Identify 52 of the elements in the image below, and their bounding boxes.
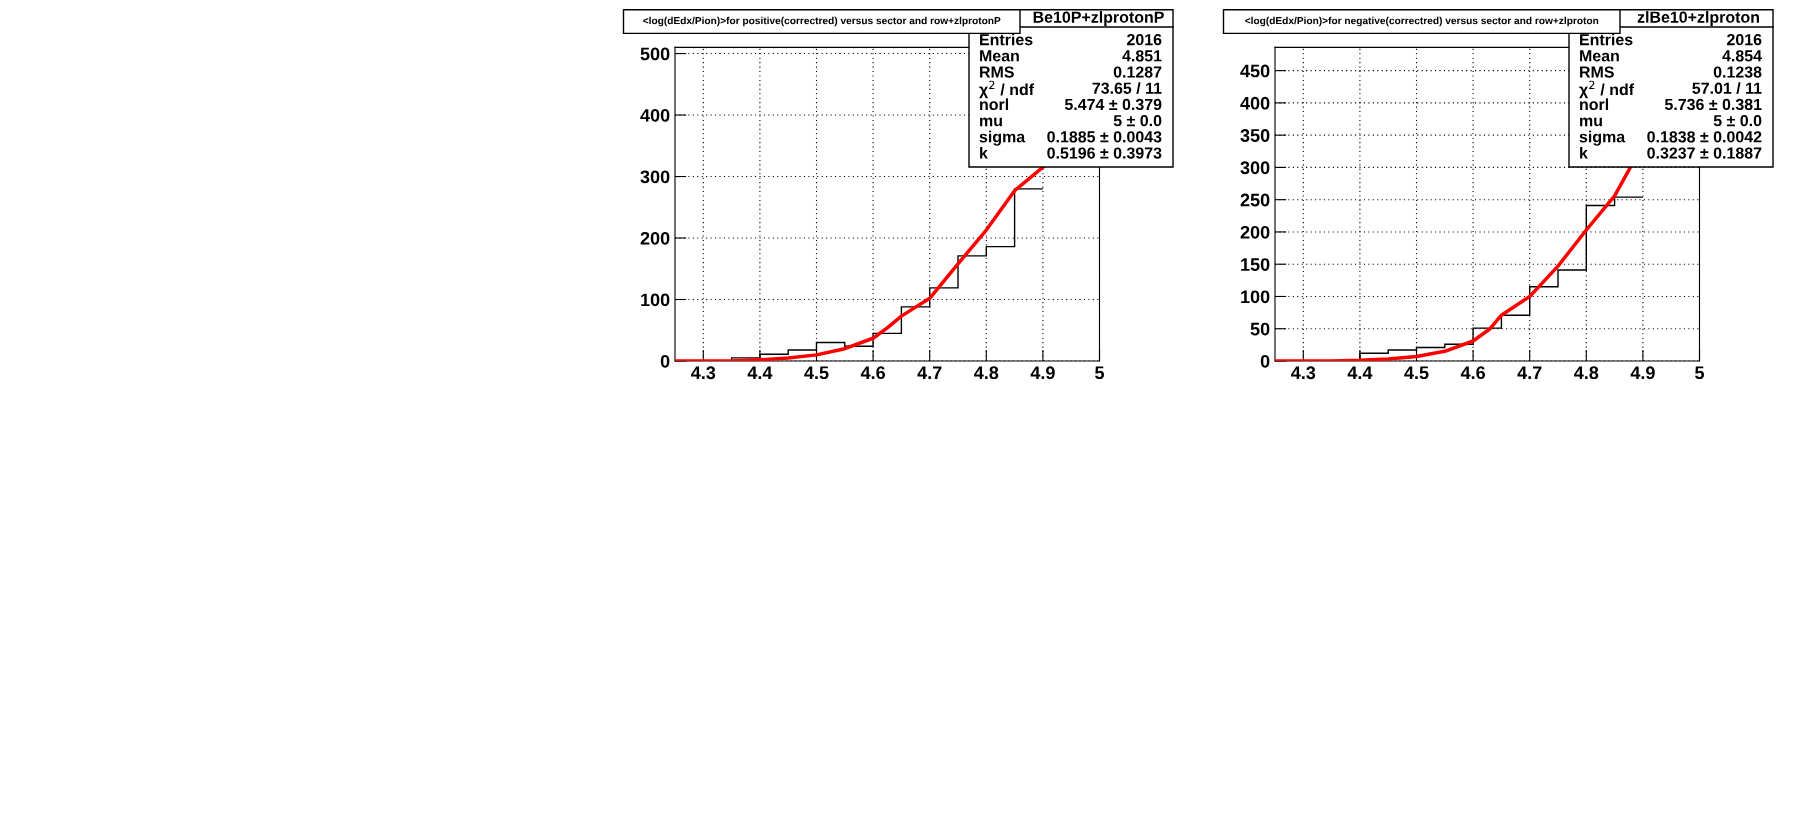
text: Be10P+zlprotonP [1033,11,1164,26]
y-tick-label: 400 [640,108,670,122]
text: sigma 0.1838 ± 0.0042 [1579,130,1762,146]
text: sigma 0.1885 ± 0.0043 [979,130,1162,146]
y-tick-label: 0 [660,354,670,368]
y-tick-label: 100 [1241,290,1270,304]
x-tick-label: 4.4 [1347,366,1373,379]
y-tick-label: 400 [1240,96,1270,110]
text: χ$^{2}$ / ndf 73.65 / 11 [979,80,1162,99]
x-tick-label: 4.5 [1404,366,1429,380]
x-tick-label: 4.9 [1030,366,1055,380]
text: mu 5 ± 0.0 [980,114,1162,127]
text: χ$^{2}$ / ndf 57.01 / 11 [1579,80,1762,99]
text: RMS 0.1238 [1580,66,1762,78]
y-tick-label: 100 [641,293,670,307]
text: zlBe10+zlproton [1637,11,1759,26]
chart-title: <log(dEdx/Pion)>for positive(correctred) versus sector and row+zlprotonP [643,16,1001,27]
x-tick-label: 4.7 [1517,366,1542,379]
text: norl 5.736 ± 0.381 [1580,98,1762,111]
text: Entries 2016 [1580,33,1762,46]
text: norl 5.474 ± 0.379 [980,98,1162,111]
y-tick-label: 350 [1240,129,1270,142]
x-tick-label: 4.8 [974,366,999,380]
text: Entries 2016 [980,33,1162,46]
y-tick-label: 450 [1240,64,1270,78]
x-tick-label: 4.6 [860,366,885,380]
x-tick-label: 4.3 [1291,366,1316,380]
y-tick-label: 300 [640,170,670,184]
text: Mean 4.854 [1580,50,1762,62]
x-tick-label: 4.4 [747,366,773,379]
text: RMS 0.1287 [980,66,1162,78]
y-tick-label: 500 [640,47,670,61]
y-tick-label: 250 [1240,193,1270,207]
y-tick-label: 50 [1250,322,1270,336]
x-tick-label: 5 [1695,366,1705,380]
x-tick-label: 5 [1095,366,1105,380]
y-tick-label: 300 [1240,161,1270,175]
text: k 0.3237 ± 0.1887 [1580,146,1762,159]
x-tick-label: 4.7 [917,366,942,379]
x-tick-label: 4.3 [691,366,716,380]
y-tick-label: 200 [1240,225,1270,239]
text: k 0.5196 ± 0.3973 [980,146,1162,159]
x-tick-label: 4.8 [1574,366,1599,380]
text: Mean 4.851 [980,50,1162,62]
x-tick-label: 4.6 [1460,366,1485,380]
chart-title: <log(dEdx/Pion)>for negative(correctred) versus sector and row+zlproton [1245,16,1599,27]
y-tick-label: 150 [1241,258,1270,271]
text: mu 5 ± 0.0 [1580,114,1762,127]
x-tick-label: 4.9 [1630,366,1655,380]
y-tick-label: 200 [640,231,670,245]
x-tick-label: 4.5 [804,366,829,380]
y-tick-label: 0 [1260,354,1270,368]
